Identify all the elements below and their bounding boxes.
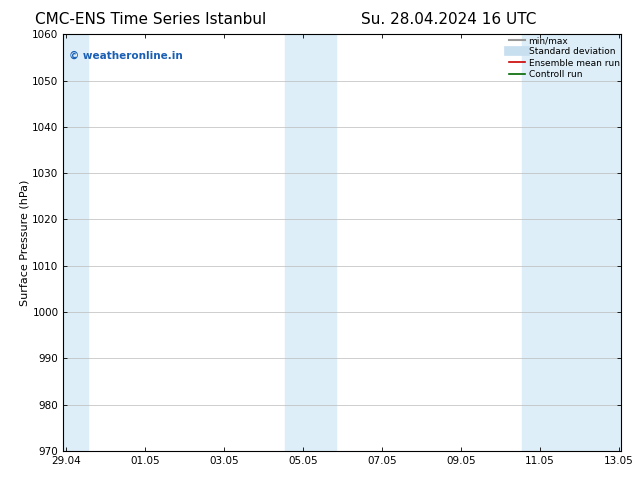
Bar [285, 34, 337, 451]
Y-axis label: Surface Pressure (hPa): Surface Pressure (hPa) [20, 179, 30, 306]
Text: © weatheronline.in: © weatheronline.in [69, 51, 183, 61]
Text: Su. 28.04.2024 16 UTC: Su. 28.04.2024 16 UTC [361, 12, 537, 27]
Bar [522, 34, 621, 451]
Text: CMC-ENS Time Series Istanbul: CMC-ENS Time Series Istanbul [35, 12, 266, 27]
Bar [63, 34, 88, 451]
Legend: min/max, Standard deviation, Ensemble mean run, Controll run: min/max, Standard deviation, Ensemble me… [508, 36, 619, 79]
